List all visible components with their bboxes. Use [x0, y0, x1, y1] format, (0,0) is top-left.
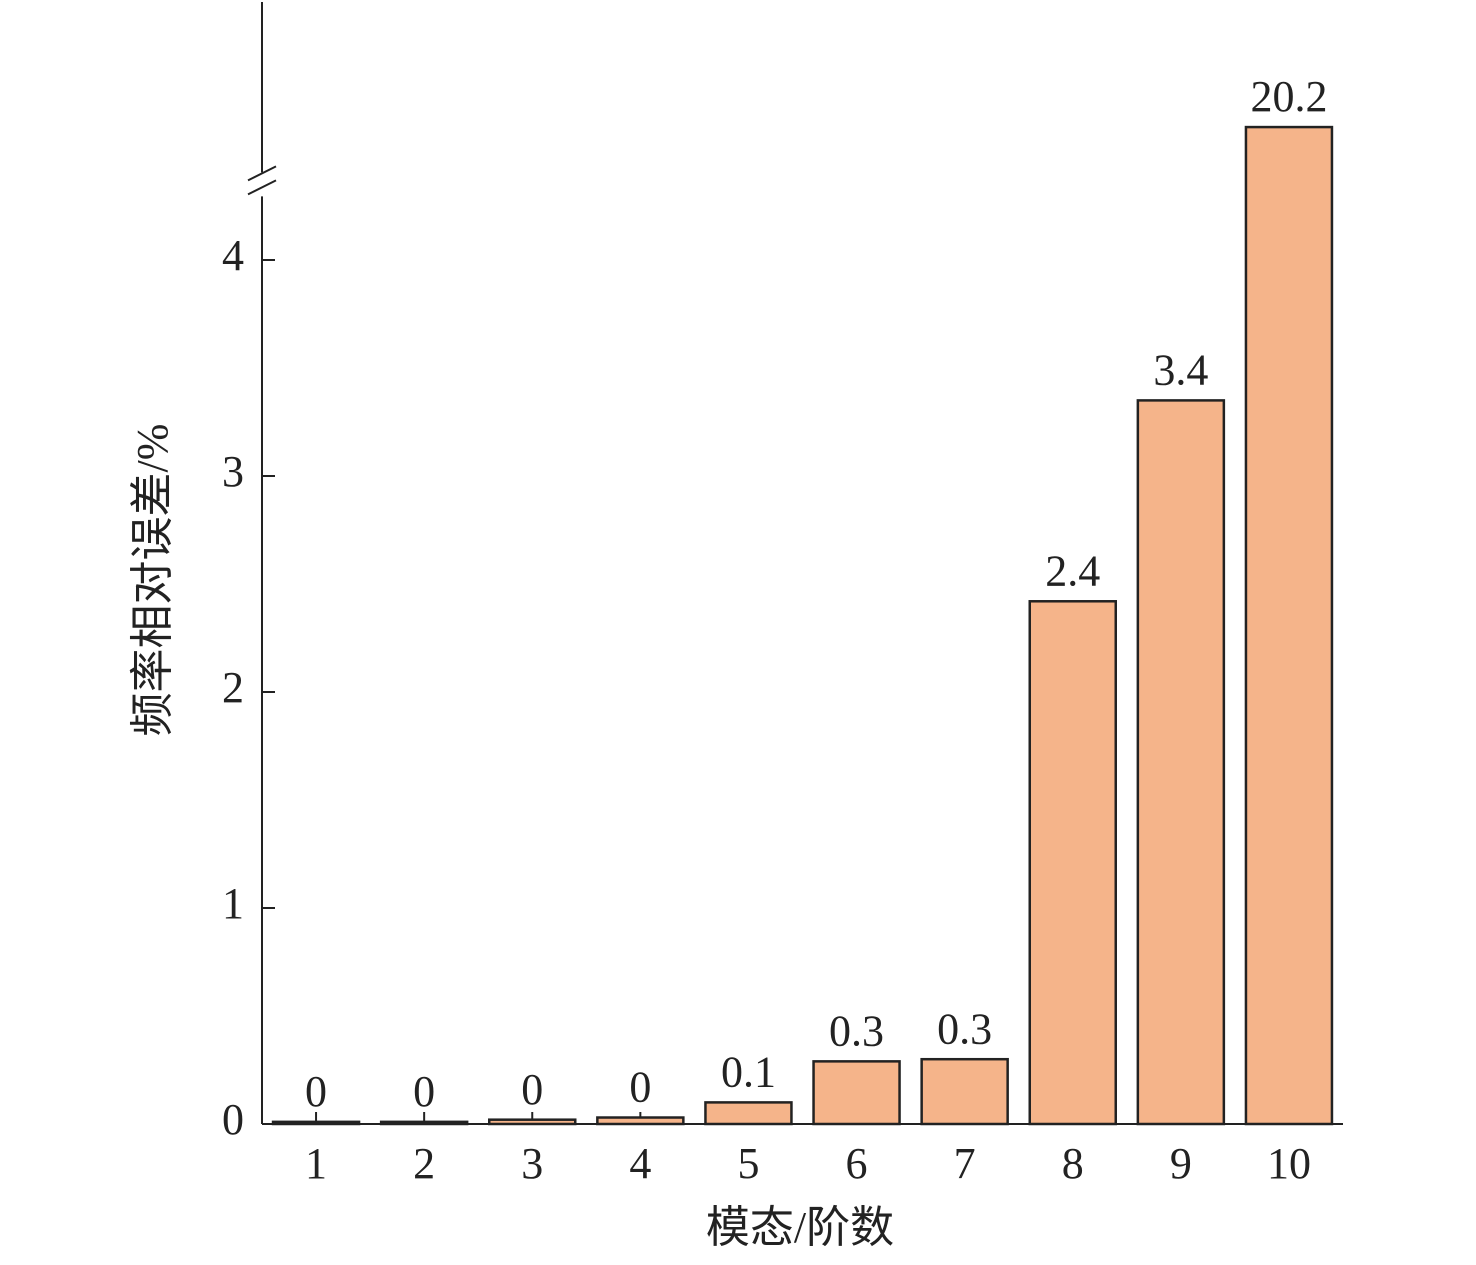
- value-label: 0: [413, 1067, 435, 1116]
- value-label: 0: [629, 1063, 651, 1112]
- x-tick-label: 9: [1170, 1139, 1192, 1188]
- axis-break: [247, 179, 277, 196]
- value-label: 0.3: [829, 1006, 884, 1055]
- value-label: 20.2: [1250, 72, 1327, 121]
- y-tick-label: 2: [222, 663, 244, 712]
- value-label: 0.1: [721, 1047, 776, 1096]
- bar: [488, 1118, 577, 1126]
- value-label: 0: [305, 1067, 327, 1116]
- x-axis-label: 模态/阶数: [706, 1203, 894, 1252]
- bar: [271, 1120, 361, 1126]
- bar: [379, 1120, 469, 1126]
- x-tick-label: 10: [1267, 1139, 1311, 1188]
- x-tick-label: 5: [737, 1139, 759, 1188]
- value-label: 3.4: [1153, 345, 1208, 394]
- y-tick-label: 0: [222, 1095, 244, 1144]
- bar: [596, 1116, 685, 1126]
- x-tick-label: 1: [305, 1139, 327, 1188]
- value-label: 0.3: [937, 1004, 992, 1053]
- axis-break: [247, 165, 277, 182]
- bar: [812, 1060, 901, 1126]
- y-tick-label: 4: [222, 231, 244, 280]
- bar: [1136, 399, 1226, 1126]
- value-label: 2.4: [1045, 546, 1100, 595]
- y-tick-label: 1: [222, 879, 244, 928]
- bar: [1028, 600, 1117, 1126]
- y-tick-label: 3: [222, 447, 244, 496]
- x-tick-label: 2: [413, 1139, 435, 1188]
- x-tick-label: 3: [521, 1139, 543, 1188]
- x-tick-label: 8: [1062, 1139, 1084, 1188]
- bar: [1244, 125, 1334, 1126]
- x-tick-label: 7: [954, 1139, 976, 1188]
- bar: [920, 1057, 1009, 1126]
- x-tick-label: 6: [846, 1139, 868, 1188]
- value-label: 0: [521, 1065, 543, 1114]
- x-tick-label: 4: [629, 1139, 651, 1188]
- bar: [704, 1101, 793, 1126]
- y-axis-label: 频率相对误差/%: [128, 424, 177, 737]
